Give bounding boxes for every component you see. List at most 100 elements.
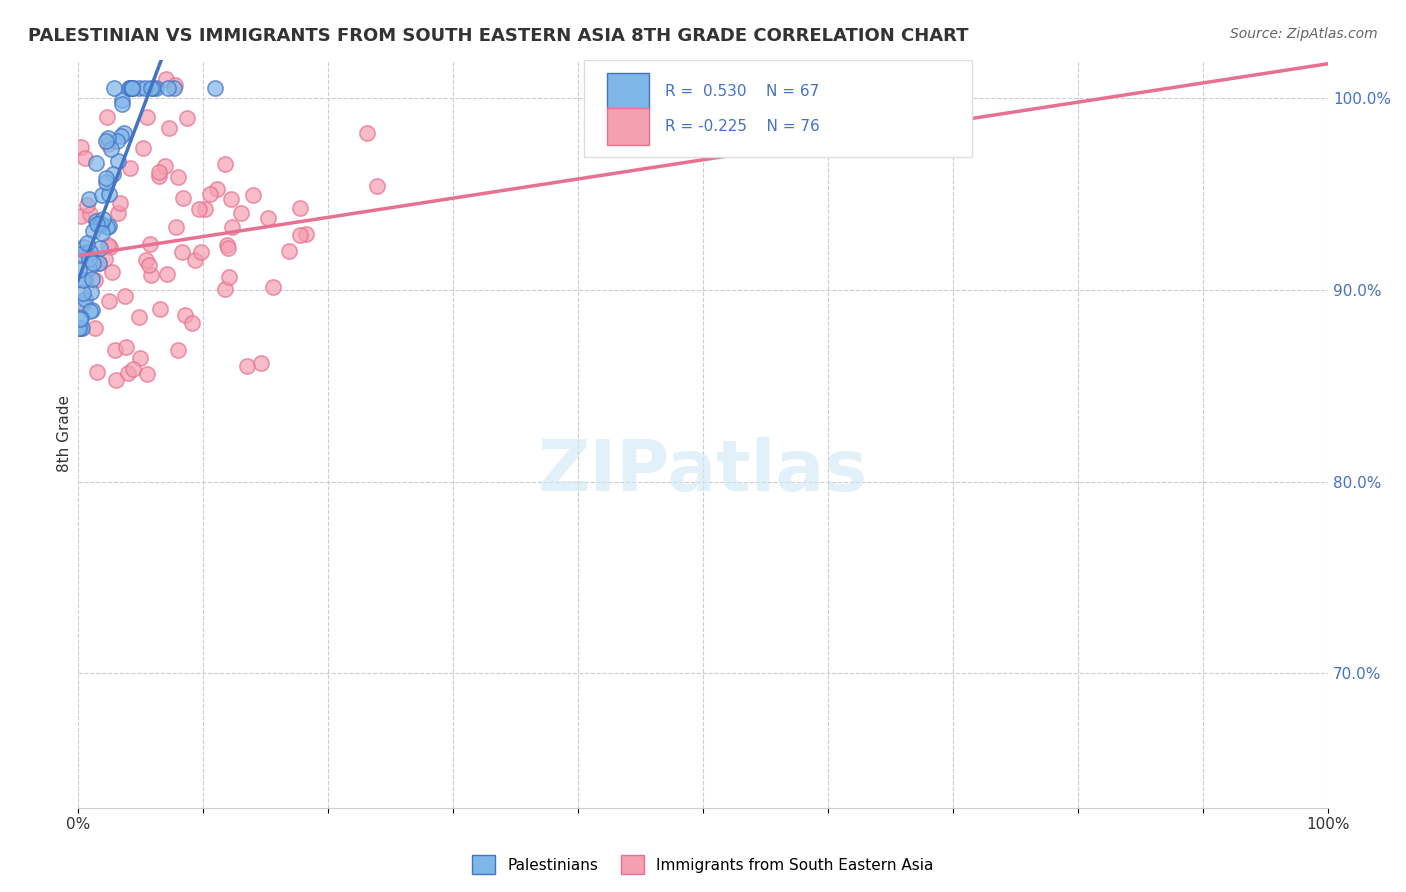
Point <box>111 97 134 112</box>
Point <box>288 227 311 242</box>
FancyBboxPatch shape <box>606 108 650 145</box>
Point <box>120 161 142 175</box>
FancyBboxPatch shape <box>583 60 972 157</box>
Point <box>80 271 103 285</box>
Point <box>70 140 93 154</box>
Point <box>69 310 91 325</box>
Point <box>86 365 108 379</box>
Point <box>98 293 121 308</box>
Point <box>84 156 107 170</box>
Point <box>82 256 104 270</box>
Point <box>97 130 120 145</box>
Point <box>205 182 228 196</box>
Point <box>101 264 124 278</box>
Point <box>135 252 157 267</box>
Point <box>128 351 150 366</box>
Point <box>67 321 90 335</box>
FancyBboxPatch shape <box>606 73 650 110</box>
Point <box>77 252 100 267</box>
Point <box>104 343 127 357</box>
Point <box>121 81 143 95</box>
Point <box>96 220 118 235</box>
Point <box>155 71 177 86</box>
Point <box>149 301 172 316</box>
Point <box>105 373 128 387</box>
Point <box>73 151 96 165</box>
Text: Source: ZipAtlas.com: Source: ZipAtlas.com <box>1230 27 1378 41</box>
Point <box>91 211 114 226</box>
Point <box>215 238 238 252</box>
Point <box>172 191 194 205</box>
Point <box>110 129 132 144</box>
Point <box>84 214 107 228</box>
Point <box>111 93 134 107</box>
Point <box>120 81 142 95</box>
Point <box>118 81 141 95</box>
Point <box>79 304 101 318</box>
Point <box>82 224 104 238</box>
Point <box>83 321 105 335</box>
Point <box>69 246 91 260</box>
Point <box>122 81 145 95</box>
Point <box>141 81 163 95</box>
Text: R = -0.225    N = 76: R = -0.225 N = 76 <box>665 119 820 134</box>
Point <box>73 293 96 307</box>
Point <box>89 241 111 255</box>
Point <box>214 282 236 296</box>
Point <box>180 316 202 330</box>
Point <box>73 273 96 287</box>
Text: R =  0.530    N = 67: R = 0.530 N = 67 <box>665 84 820 98</box>
Point <box>214 157 236 171</box>
Point <box>121 81 143 95</box>
Point <box>134 81 156 95</box>
Point <box>107 153 129 168</box>
Point <box>70 295 93 310</box>
Point <box>219 193 242 207</box>
Point <box>156 267 179 281</box>
Point <box>128 81 150 95</box>
Point <box>100 142 122 156</box>
Point <box>132 140 155 154</box>
Point <box>89 216 111 230</box>
Point <box>112 126 135 140</box>
Point <box>103 81 125 95</box>
Point <box>136 110 159 124</box>
Point <box>76 235 98 250</box>
Point <box>139 81 162 95</box>
Point <box>249 356 271 370</box>
Point <box>70 321 93 335</box>
Point <box>117 367 139 381</box>
Point <box>200 186 222 201</box>
Point <box>366 179 388 194</box>
Text: PALESTINIAN VS IMMIGRANTS FROM SOUTH EASTERN ASIA 8TH GRADE CORRELATION CHART: PALESTINIAN VS IMMIGRANTS FROM SOUTH EAS… <box>28 27 969 45</box>
Point <box>97 136 120 151</box>
Legend: Palestinians, Immigrants from South Eastern Asia: Palestinians, Immigrants from South East… <box>467 849 939 880</box>
Point <box>89 256 111 270</box>
Point <box>218 269 240 284</box>
Point <box>101 167 124 181</box>
Point <box>184 253 207 268</box>
Point <box>96 134 118 148</box>
Point <box>70 209 93 223</box>
Point <box>122 362 145 376</box>
Point <box>174 308 197 322</box>
Point <box>170 245 193 260</box>
Point <box>139 268 162 282</box>
Point <box>217 241 239 255</box>
Text: ZIPatlas: ZIPatlas <box>538 436 868 506</box>
Point <box>90 217 112 231</box>
Point <box>97 238 120 252</box>
Point <box>295 227 318 242</box>
Point <box>221 220 243 235</box>
Point <box>96 110 118 124</box>
Point <box>194 202 217 217</box>
Point <box>72 240 94 254</box>
Point <box>96 175 118 189</box>
Point <box>67 321 90 335</box>
Point <box>157 120 180 135</box>
Point <box>69 321 91 335</box>
Point <box>163 78 186 92</box>
Point <box>98 219 121 233</box>
Point <box>69 311 91 326</box>
Point <box>277 244 299 258</box>
